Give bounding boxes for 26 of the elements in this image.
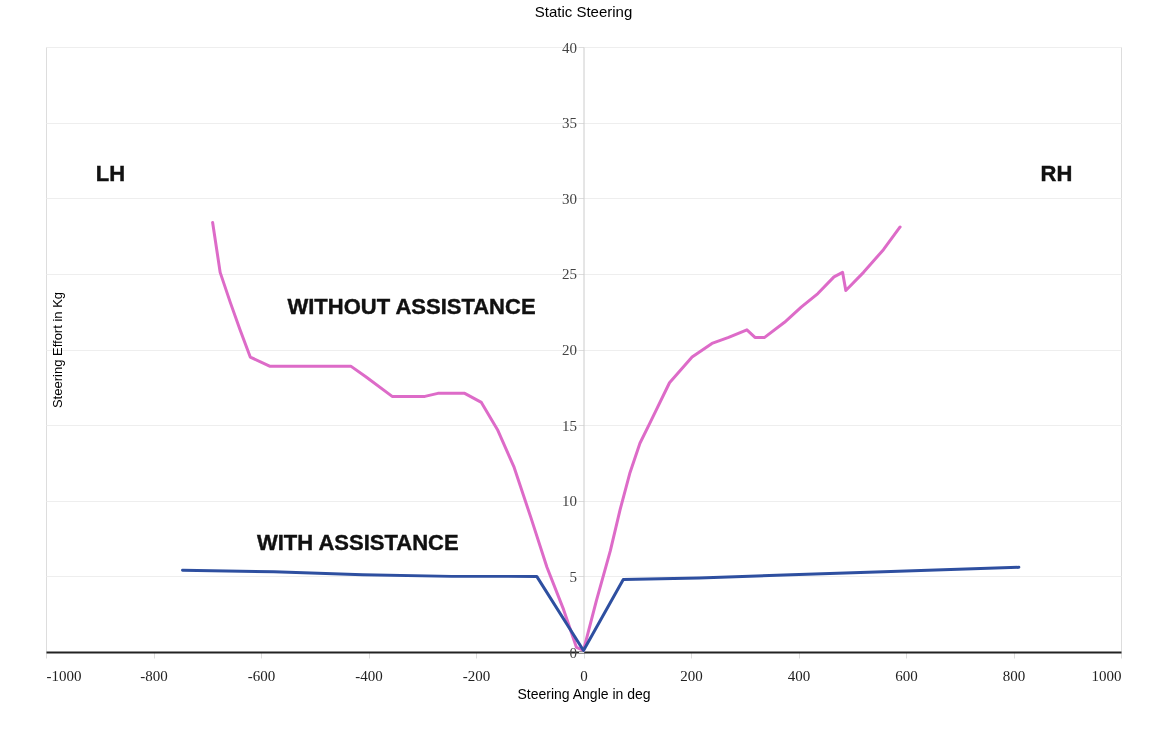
x-tick-label: -200 [462, 667, 491, 684]
x-axis-title: Steering Angle in deg [517, 685, 651, 702]
x-tick-label: 400 [787, 667, 811, 684]
y-tick-label: 15 [562, 417, 577, 434]
y-axis-title: Steering Effort in Kg [49, 291, 65, 409]
x-tick-label: -600 [247, 667, 276, 684]
x-tick-label: 200 [680, 667, 703, 684]
x-tick-label: 600 [895, 667, 918, 684]
annotation: LH [95, 161, 126, 187]
y-tick-label: 10 [562, 493, 577, 510]
annotation: WITHOUT ASSISTANCE [287, 294, 536, 320]
x-tick-label: -800 [140, 667, 168, 684]
y-tick-label: 30 [562, 190, 577, 207]
y-tick-label: 25 [562, 266, 577, 283]
y-tick-label: 20 [562, 342, 577, 358]
annotation: RH [1040, 161, 1073, 187]
x-tick-label: -400 [355, 667, 383, 684]
annotation: WITH ASSISTANCE [256, 530, 459, 556]
chart-title: Static Steering [534, 3, 633, 20]
x-tick-label: 1000 [1091, 667, 1122, 684]
y-tick-label: 35 [562, 115, 577, 132]
x-tick-label: -1000 [46, 667, 82, 684]
y-tick-label: 40 [562, 39, 577, 56]
x-tick-label: 0 [580, 667, 588, 684]
x-tick-label: 800 [1002, 667, 1026, 684]
y-tick-label: 5 [569, 568, 577, 585]
